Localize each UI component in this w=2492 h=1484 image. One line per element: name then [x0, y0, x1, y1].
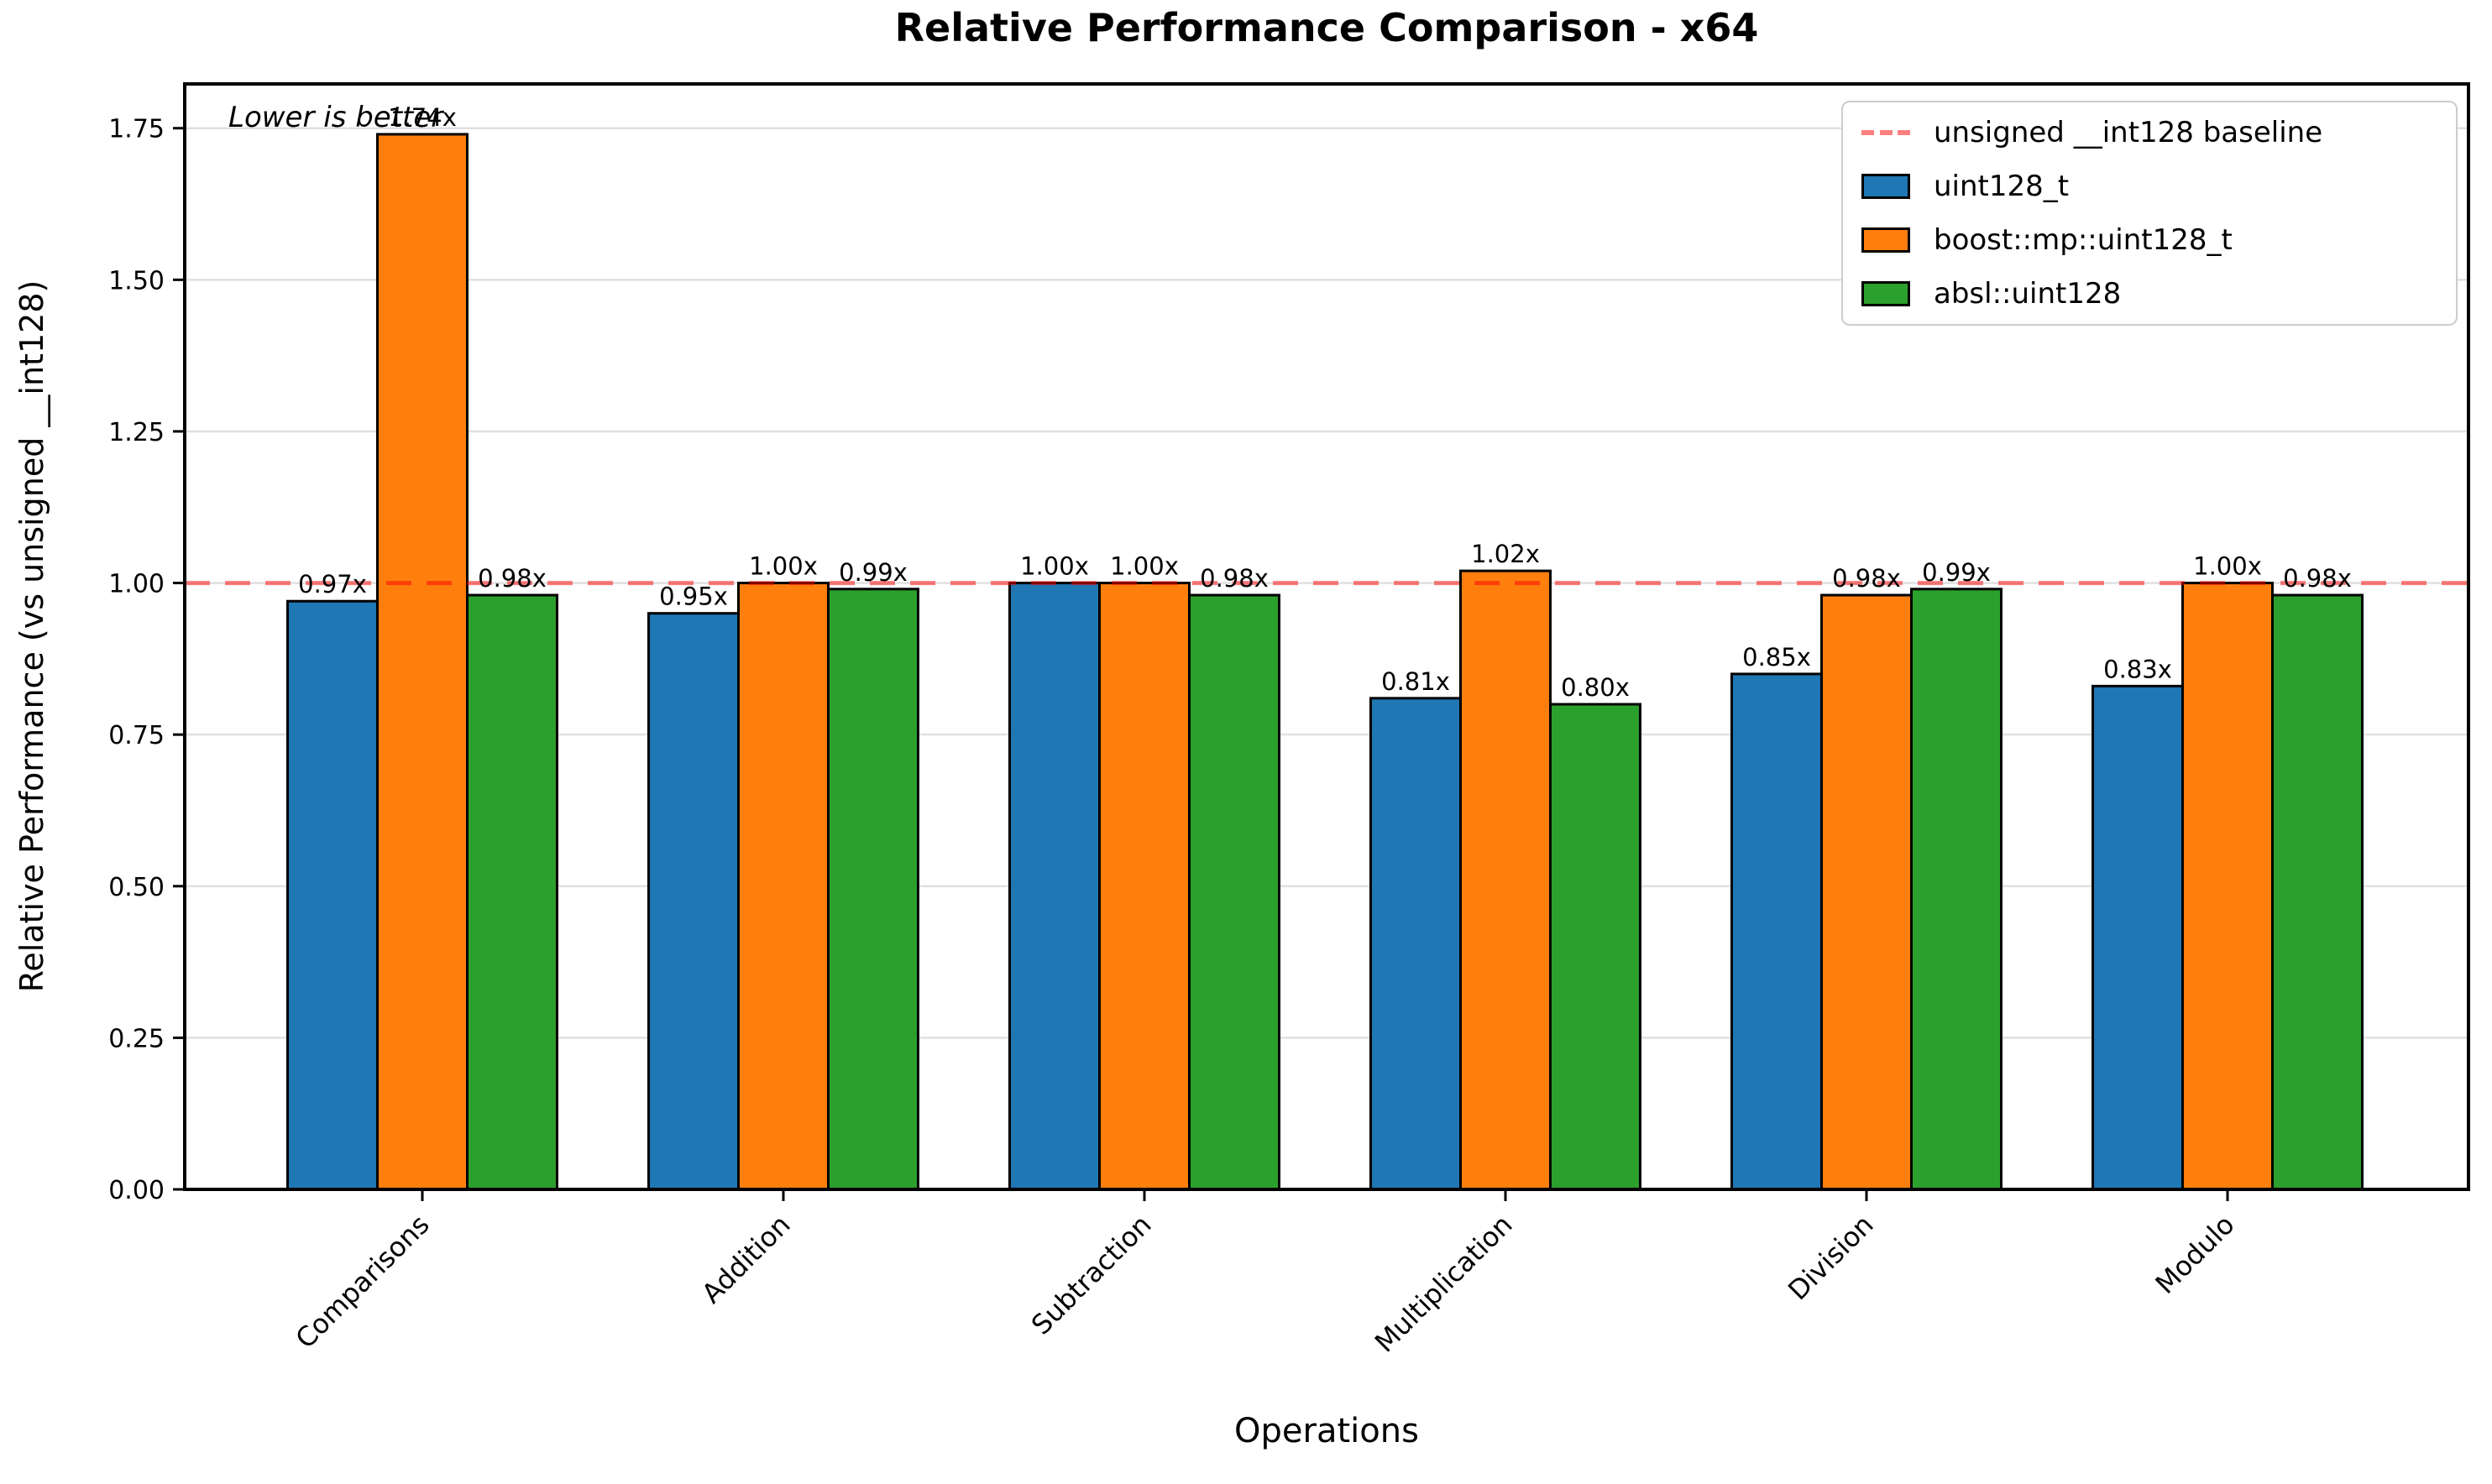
y-tick-label: 0.50	[108, 873, 165, 902]
legend: unsigned __int128 baseline uint128_t boo…	[1841, 101, 2458, 326]
bar-uint128-t-multiplication	[1369, 697, 1462, 1191]
y-tick-label: 1.75	[108, 115, 165, 144]
legend-swatch-absl-uint128	[1861, 281, 1910, 306]
legend-item-boost-mp-uint128-t: boost::mp::uint128_t	[1861, 223, 2437, 257]
bar-absl-uint128-subtraction	[1188, 593, 1280, 1191]
y-tick-label: 1.50	[108, 266, 165, 295]
bar-uint128-t-addition	[647, 612, 740, 1191]
x-tick-label: Subtraction	[1025, 1209, 1158, 1341]
bar-value-label: 1.02x	[1471, 540, 1540, 568]
bar-value-label: 1.00x	[1110, 552, 1179, 581]
y-tick-label: 0.75	[108, 721, 165, 750]
legend-swatch-boost-mp-uint128-t	[1861, 227, 1910, 253]
bar-value-label: 0.98x	[478, 564, 547, 593]
legend-label-absl-uint128: absl::uint128	[1934, 277, 2122, 311]
bar-uint128-t-division	[1730, 672, 1823, 1191]
bar-value-label: 1.00x	[749, 552, 818, 581]
legend-label-boost-mp-uint128-t: boost::mp::uint128_t	[1934, 223, 2233, 257]
legend-item-baseline: unsigned __int128 baseline	[1861, 116, 2437, 149]
bar-absl-uint128-addition	[827, 588, 919, 1191]
y-tick-label: 1.25	[108, 418, 165, 447]
x-tick-label: Addition	[695, 1209, 796, 1309]
bar-absl-uint128-multiplication	[1549, 703, 1641, 1191]
bar-value-label: 0.97x	[298, 570, 367, 598]
bar-value-label: 1.00x	[2193, 552, 2262, 581]
bar-value-label: 0.98x	[1200, 564, 1269, 593]
legend-label-baseline: unsigned __int128 baseline	[1934, 116, 2323, 149]
bar-value-label: 0.98x	[1832, 564, 1901, 593]
bar-uint128-t-comparisons	[286, 599, 379, 1191]
y-tick-label: 1.00	[108, 570, 165, 599]
bar-value-label: 0.85x	[1742, 643, 1811, 671]
legend-swatch-uint128-t	[1861, 174, 1910, 199]
legend-item-absl-uint128: absl::uint128	[1861, 277, 2437, 311]
legend-label-uint128-t: uint128_t	[1934, 170, 2070, 203]
bar-value-label: 0.99x	[1922, 558, 1991, 587]
x-tick-label: Division	[1782, 1209, 1880, 1307]
bar-boost-mp-uint128-t-modulo	[2181, 582, 2274, 1191]
bar-value-label: 1.74x	[388, 103, 457, 132]
x-tick-label: Multiplication	[1369, 1209, 1519, 1359]
x-tick-label: Comparisons	[290, 1209, 436, 1355]
legend-item-uint128-t: uint128_t	[1861, 170, 2437, 203]
bar-boost-mp-uint128-t-comparisons	[376, 133, 469, 1191]
bar-value-label: 0.83x	[2103, 655, 2172, 683]
bar-absl-uint128-modulo	[2271, 593, 2364, 1191]
x-tick-label: Modulo	[2149, 1209, 2241, 1300]
y-tick-label: 0.00	[108, 1176, 165, 1205]
bar-uint128-t-modulo	[2092, 684, 2184, 1191]
bar-value-label: 0.95x	[659, 583, 728, 611]
y-tick-label: 0.25	[108, 1024, 165, 1053]
y-axis-label: Relative Performance (vs unsigned __int1…	[13, 280, 50, 993]
bar-uint128-t-subtraction	[1008, 582, 1101, 1191]
bar-value-label: 0.81x	[1381, 667, 1450, 696]
bar-boost-mp-uint128-t-addition	[737, 582, 830, 1191]
baseline-dash-swatch	[1861, 120, 1910, 145]
bar-absl-uint128-division	[1910, 588, 2002, 1191]
bar-value-label: 1.00x	[1020, 552, 1089, 581]
bar-boost-mp-uint128-t-multiplication	[1459, 569, 1552, 1191]
bar-boost-mp-uint128-t-subtraction	[1098, 582, 1191, 1191]
bar-value-label: 0.99x	[839, 558, 908, 587]
x-axis-label: Operations	[1234, 1412, 1419, 1450]
plot-border	[183, 82, 2470, 1191]
bar-value-label: 0.98x	[2283, 564, 2352, 593]
bar-absl-uint128-comparisons	[466, 593, 558, 1191]
bar-boost-mp-uint128-t-division	[1820, 593, 1913, 1191]
chart-title: Relative Performance Comparison - x64	[894, 5, 1759, 50]
bar-value-label: 0.80x	[1561, 673, 1630, 702]
lower-is-better-annotation: Lower is better	[228, 101, 443, 134]
